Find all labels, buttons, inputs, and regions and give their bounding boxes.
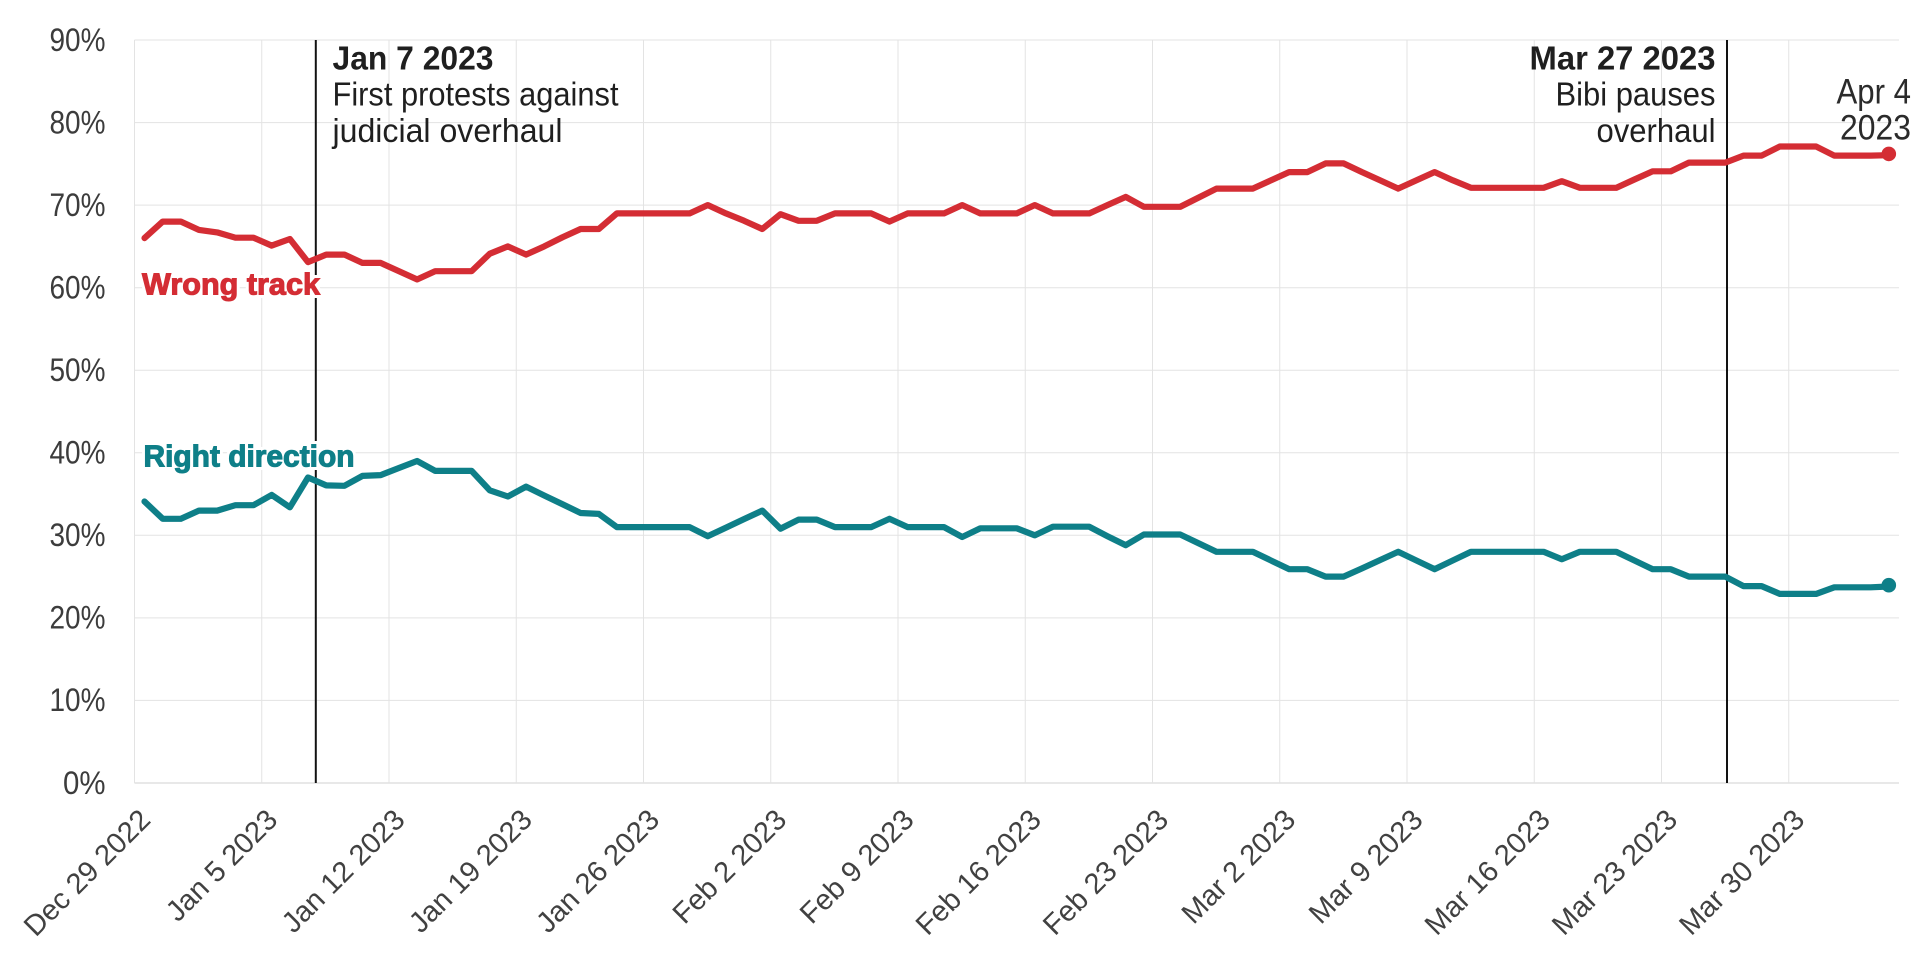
svg-text:70%: 70%	[50, 187, 106, 223]
svg-text:judicial overhaul: judicial overhaul	[332, 112, 563, 149]
svg-text:First protests against: First protests against	[333, 76, 619, 113]
svg-text:40%: 40%	[50, 435, 106, 471]
svg-text:Apr 4: Apr 4	[1837, 72, 1912, 111]
svg-text:0%: 0%	[63, 765, 106, 801]
svg-text:Wrong track: Wrong track	[142, 268, 320, 302]
svg-text:2023: 2023	[1840, 108, 1911, 147]
svg-text:80%: 80%	[50, 104, 106, 140]
svg-text:Wrong track: Wrong track	[142, 268, 320, 302]
svg-text:10%: 10%	[50, 682, 106, 718]
svg-text:Mar 27 2023: Mar 27 2023	[1530, 39, 1716, 76]
svg-text:90%: 90%	[50, 22, 106, 58]
svg-text:20%: 20%	[50, 600, 106, 636]
svg-text:50%: 50%	[50, 352, 106, 388]
svg-text:Right direction: Right direction	[144, 440, 355, 474]
svg-text:Bibi pauses: Bibi pauses	[1556, 76, 1716, 113]
svg-text:Jan 7 2023: Jan 7 2023	[333, 39, 494, 76]
svg-text:60%: 60%	[50, 270, 106, 306]
svg-text:Right direction: Right direction	[144, 440, 355, 474]
svg-text:30%: 30%	[50, 517, 106, 553]
svg-text:overhaul: overhaul	[1597, 112, 1716, 149]
